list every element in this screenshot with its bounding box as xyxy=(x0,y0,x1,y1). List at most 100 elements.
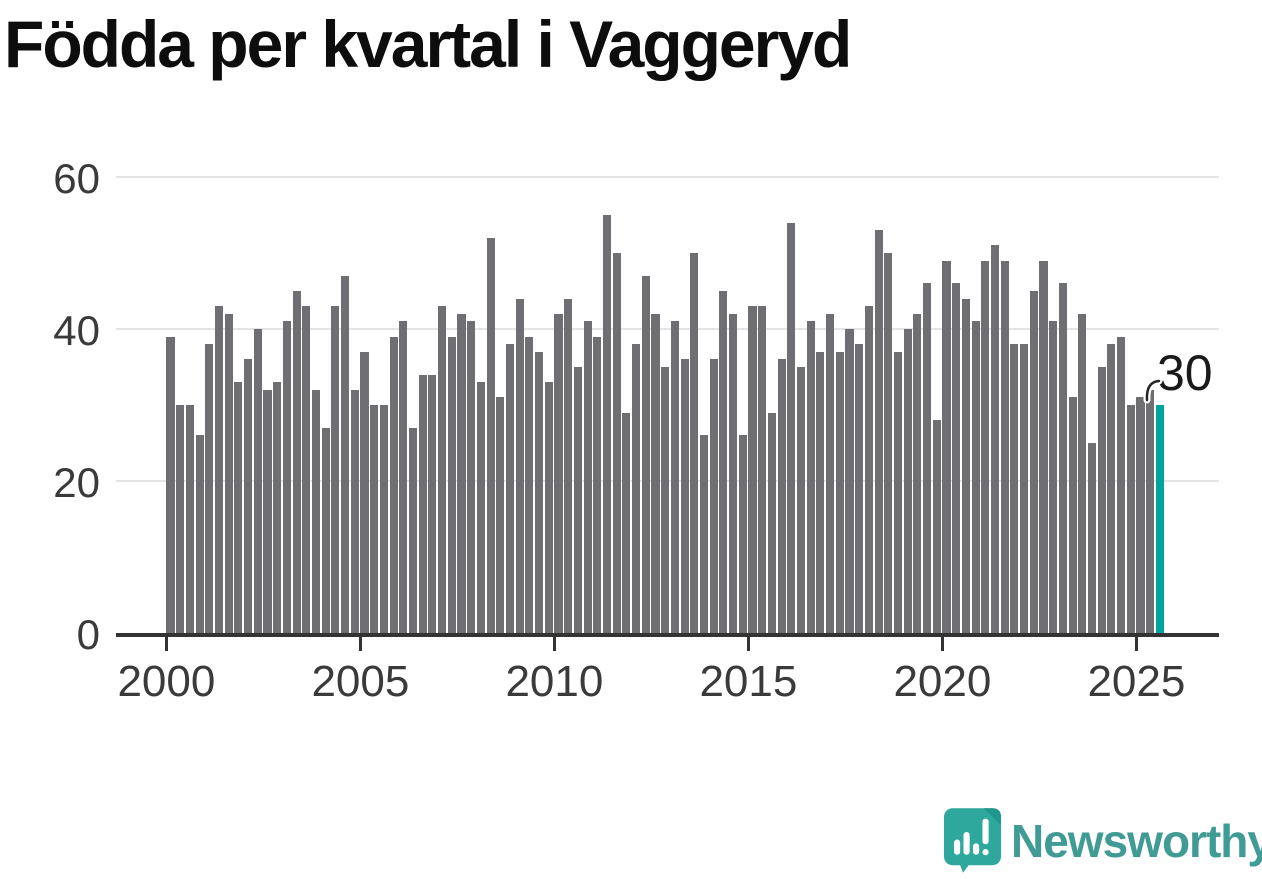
x-tick-label: 2015 xyxy=(699,657,798,706)
bar xyxy=(438,306,447,633)
x-tick-label: 2005 xyxy=(311,657,410,706)
bar xyxy=(971,321,980,633)
bar xyxy=(525,336,534,633)
bar xyxy=(273,382,282,633)
bar xyxy=(389,336,398,633)
bar xyxy=(476,382,485,633)
bar xyxy=(544,382,553,633)
bar xyxy=(699,435,709,633)
bar xyxy=(341,275,350,633)
bar xyxy=(515,298,524,633)
bar xyxy=(990,245,1000,633)
bar xyxy=(1000,260,1009,633)
bar xyxy=(244,359,253,633)
newsworthy-logo: Newsworthy xyxy=(944,808,1262,873)
bar xyxy=(632,344,641,633)
bar xyxy=(835,351,844,633)
bar xyxy=(816,351,825,633)
bar xyxy=(535,351,544,633)
bar xyxy=(1107,344,1116,633)
bar xyxy=(1078,313,1087,633)
bar xyxy=(350,389,359,633)
y-tick-label: 20 xyxy=(53,459,100,506)
bar xyxy=(961,298,970,633)
bar xyxy=(321,427,330,633)
bar xyxy=(758,306,767,633)
bar xyxy=(496,397,505,633)
x-tick xyxy=(165,637,169,651)
bar xyxy=(893,351,903,633)
bar xyxy=(1087,443,1097,633)
bar xyxy=(554,313,563,633)
bar xyxy=(932,420,941,633)
x-tick-label: 2025 xyxy=(1087,657,1186,706)
bar xyxy=(651,313,660,633)
bar xyxy=(176,405,185,633)
last-value-label: 30 xyxy=(1157,345,1213,401)
bar xyxy=(263,389,272,633)
bar xyxy=(224,313,233,633)
bar xyxy=(379,405,388,633)
highlighted-bar xyxy=(1155,405,1164,633)
x-tick-label: 2010 xyxy=(505,657,604,706)
bar xyxy=(253,329,262,633)
bar xyxy=(467,321,476,633)
bar xyxy=(447,336,456,633)
bar xyxy=(1049,321,1058,633)
bar xyxy=(399,321,408,633)
bar xyxy=(680,359,689,633)
bar xyxy=(486,237,495,633)
y-tick-label: 0 xyxy=(76,611,100,658)
bar xyxy=(1020,344,1029,633)
bar xyxy=(428,374,437,633)
y-tick-label: 40 xyxy=(53,307,100,354)
y-tick-label: 60 xyxy=(53,155,100,202)
bar xyxy=(719,291,728,633)
bar xyxy=(670,321,679,633)
bar xyxy=(981,260,990,633)
bar xyxy=(767,412,776,633)
gridline xyxy=(116,328,1219,330)
bar xyxy=(1010,344,1019,633)
bar xyxy=(505,344,515,633)
bar xyxy=(370,405,379,633)
newsworthy-logo-icon xyxy=(944,808,1001,873)
bar xyxy=(864,306,873,633)
bar xyxy=(942,260,951,633)
x-tick xyxy=(747,637,751,651)
bar xyxy=(564,298,573,633)
bar xyxy=(1097,367,1106,633)
bar xyxy=(166,336,175,633)
bar xyxy=(1117,336,1126,633)
bar xyxy=(641,275,650,633)
bar xyxy=(185,405,194,633)
x-tick xyxy=(553,637,557,651)
bar xyxy=(1146,389,1155,633)
bar xyxy=(1058,283,1067,633)
bar xyxy=(923,283,932,633)
gridline xyxy=(116,176,1219,178)
bar xyxy=(826,313,835,633)
bar xyxy=(408,427,418,633)
bar xyxy=(903,329,912,633)
bar xyxy=(234,382,243,633)
bar xyxy=(777,359,786,633)
bar xyxy=(573,367,582,633)
bar xyxy=(418,374,427,633)
bar xyxy=(796,367,806,633)
bar xyxy=(1039,260,1048,633)
x-axis-line xyxy=(116,633,1219,637)
bar xyxy=(952,283,961,633)
bar xyxy=(1068,397,1077,633)
bar xyxy=(855,344,864,633)
bar xyxy=(214,306,224,633)
bar xyxy=(709,359,718,633)
bar xyxy=(282,321,291,633)
bar xyxy=(360,351,369,633)
bar xyxy=(612,253,621,633)
bar xyxy=(874,230,883,633)
bar xyxy=(738,435,747,633)
bar xyxy=(729,313,738,633)
bar xyxy=(602,215,612,633)
